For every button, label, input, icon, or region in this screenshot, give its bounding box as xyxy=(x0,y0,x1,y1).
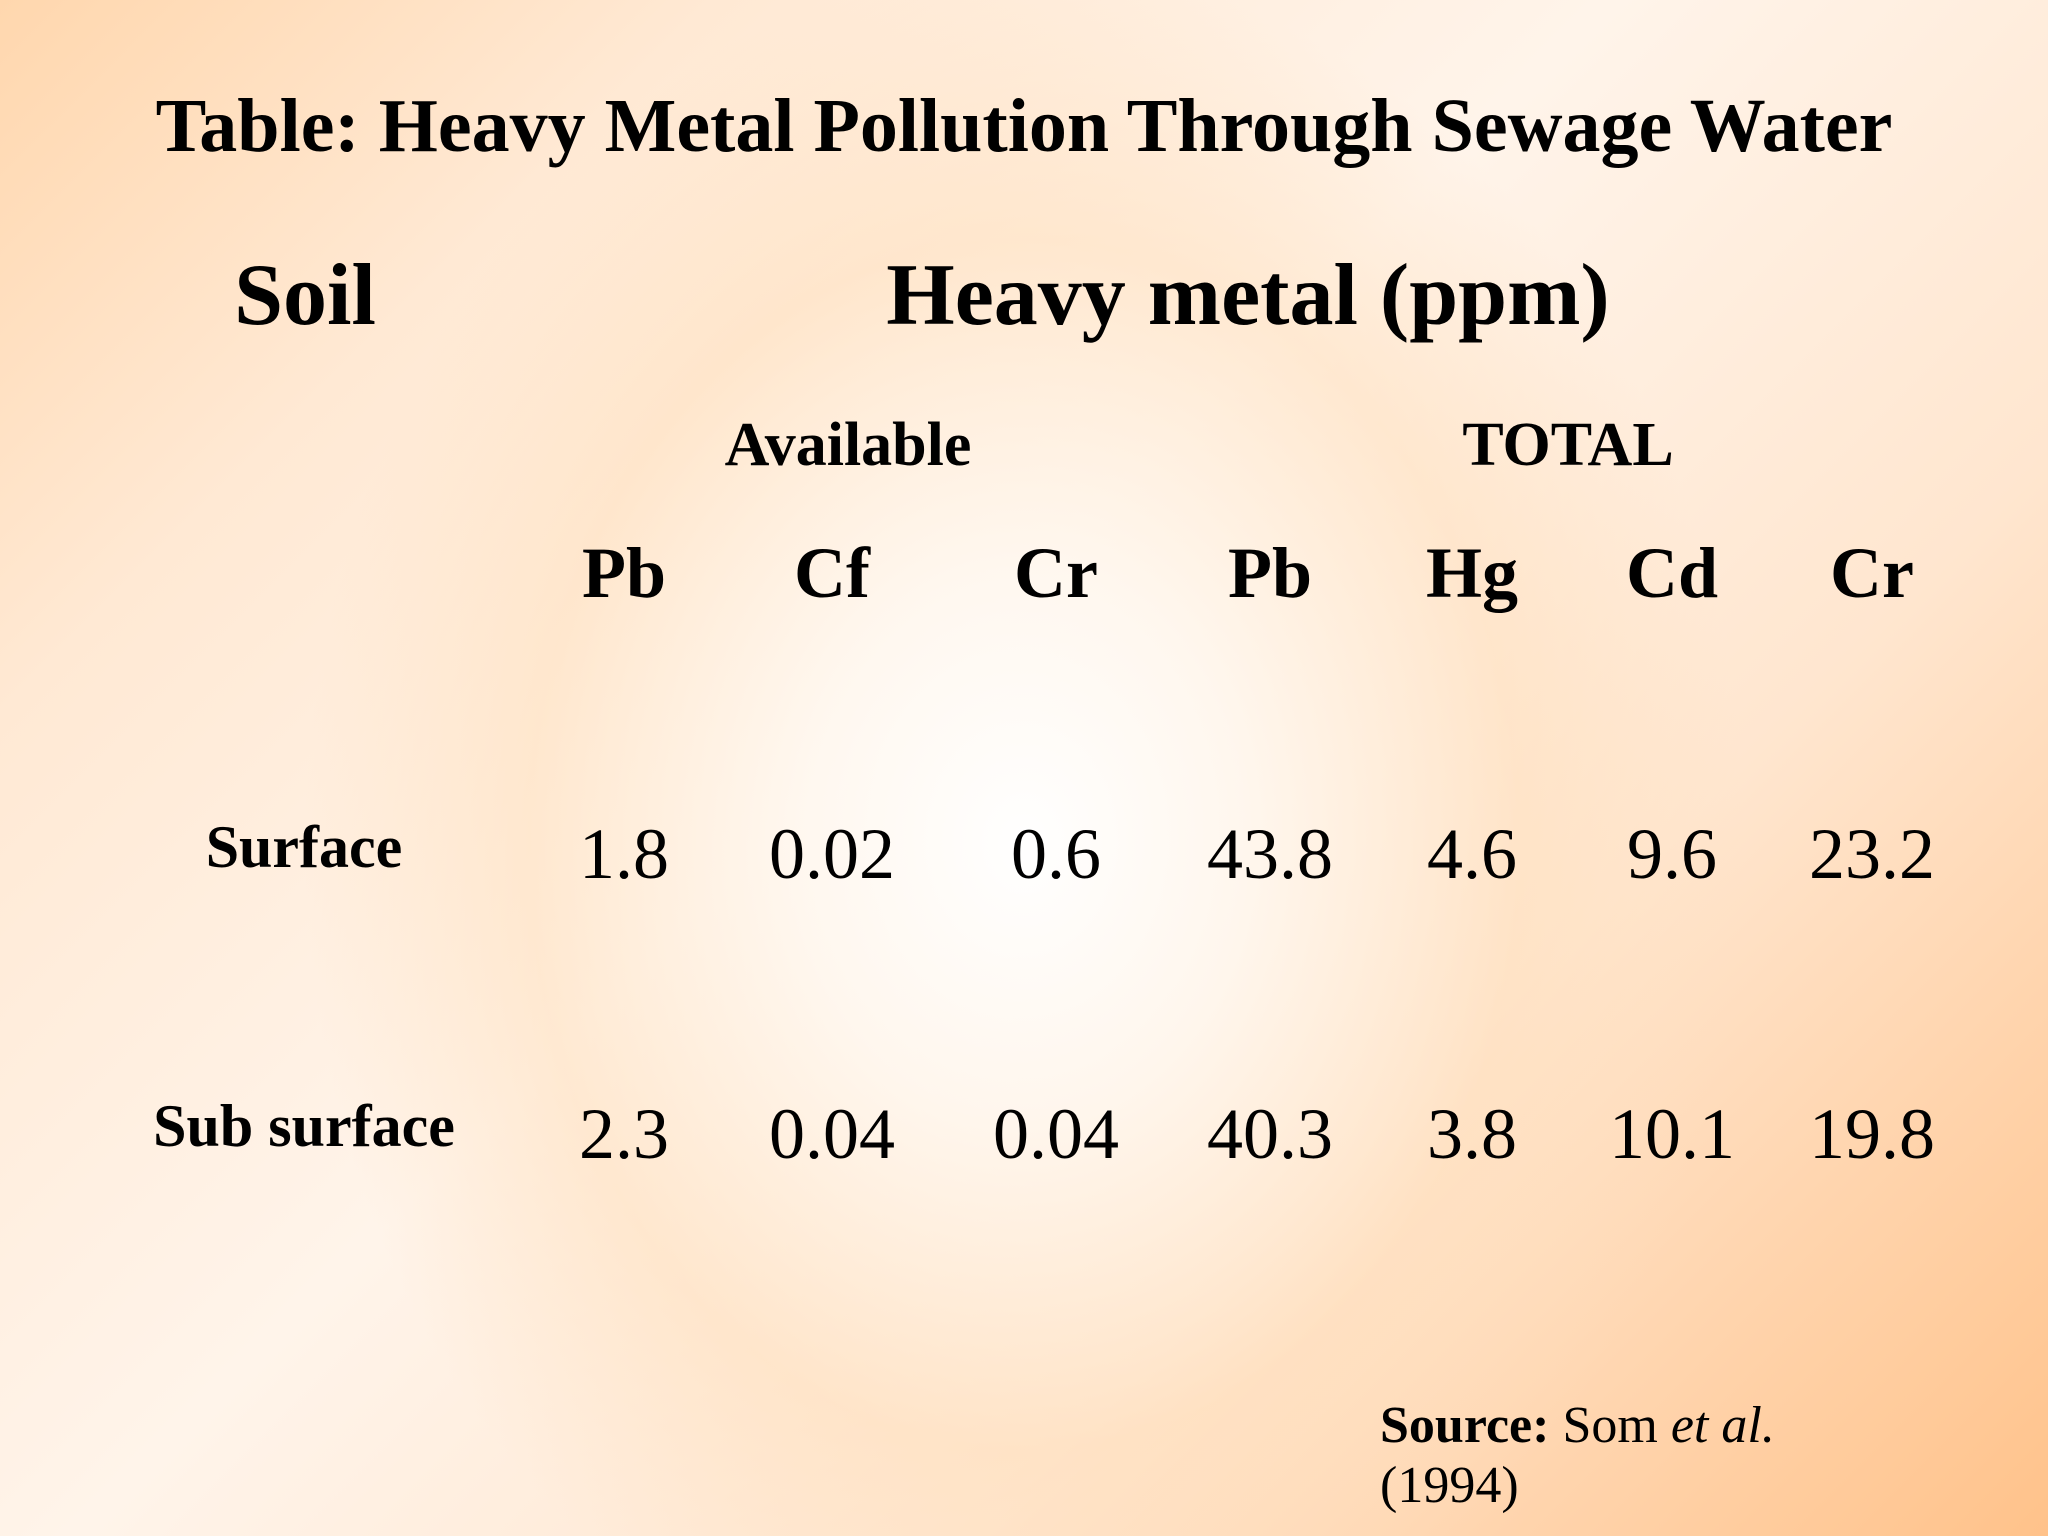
source-label: Source: xyxy=(1380,1397,1550,1454)
table-cell: 23.2 xyxy=(1809,814,1935,894)
table-cell: 43.8 xyxy=(1207,814,1333,894)
source-etal: et al. xyxy=(1670,1397,1775,1454)
source-citation: Source: Som et al. (1994) xyxy=(1380,1396,1940,1516)
row-label-sub-surface: Sub surface xyxy=(153,1093,455,1159)
table-cell: 0.04 xyxy=(993,1094,1119,1174)
table-cell: 4.6 xyxy=(1427,814,1517,894)
metal-header-hg-total: Hg xyxy=(1425,533,1518,613)
table-cell: 0.02 xyxy=(769,814,895,894)
table-cell: 40.3 xyxy=(1207,1094,1333,1174)
table-cell: 19.8 xyxy=(1809,1094,1935,1174)
source-author: Som xyxy=(1562,1397,1658,1454)
metal-header-cr-total: Cr xyxy=(1830,533,1914,613)
page-title: Table: Heavy Metal Pollution Through Sew… xyxy=(155,84,1893,168)
metal-header-cr-available: Cr xyxy=(1014,533,1098,613)
table-cell: 2.3 xyxy=(579,1094,669,1174)
table-cell: 3.8 xyxy=(1427,1094,1517,1174)
metal-header-cd-total: Cd xyxy=(1625,533,1719,613)
table-cell: 0.04 xyxy=(769,1094,895,1174)
row-label-surface: Surface xyxy=(205,814,403,880)
source-year: (1994) xyxy=(1380,1456,1519,1514)
heavy-metal-header: Heavy metal (ppm) xyxy=(886,247,1610,344)
metal-header-pb-total: Pb xyxy=(1227,533,1313,613)
table-cell: 9.6 xyxy=(1627,814,1717,894)
table-cell: 0.6 xyxy=(1011,814,1101,894)
metal-header-cf-available: Cf xyxy=(794,533,870,613)
table-cell: 10.1 xyxy=(1609,1094,1735,1174)
table-cell: 1.8 xyxy=(579,814,669,894)
soil-column-header: Soil xyxy=(234,247,376,344)
metal-header-pb-available: Pb xyxy=(581,533,667,613)
group-available: Available xyxy=(724,411,972,479)
group-total: TOTAL xyxy=(1462,411,1674,479)
